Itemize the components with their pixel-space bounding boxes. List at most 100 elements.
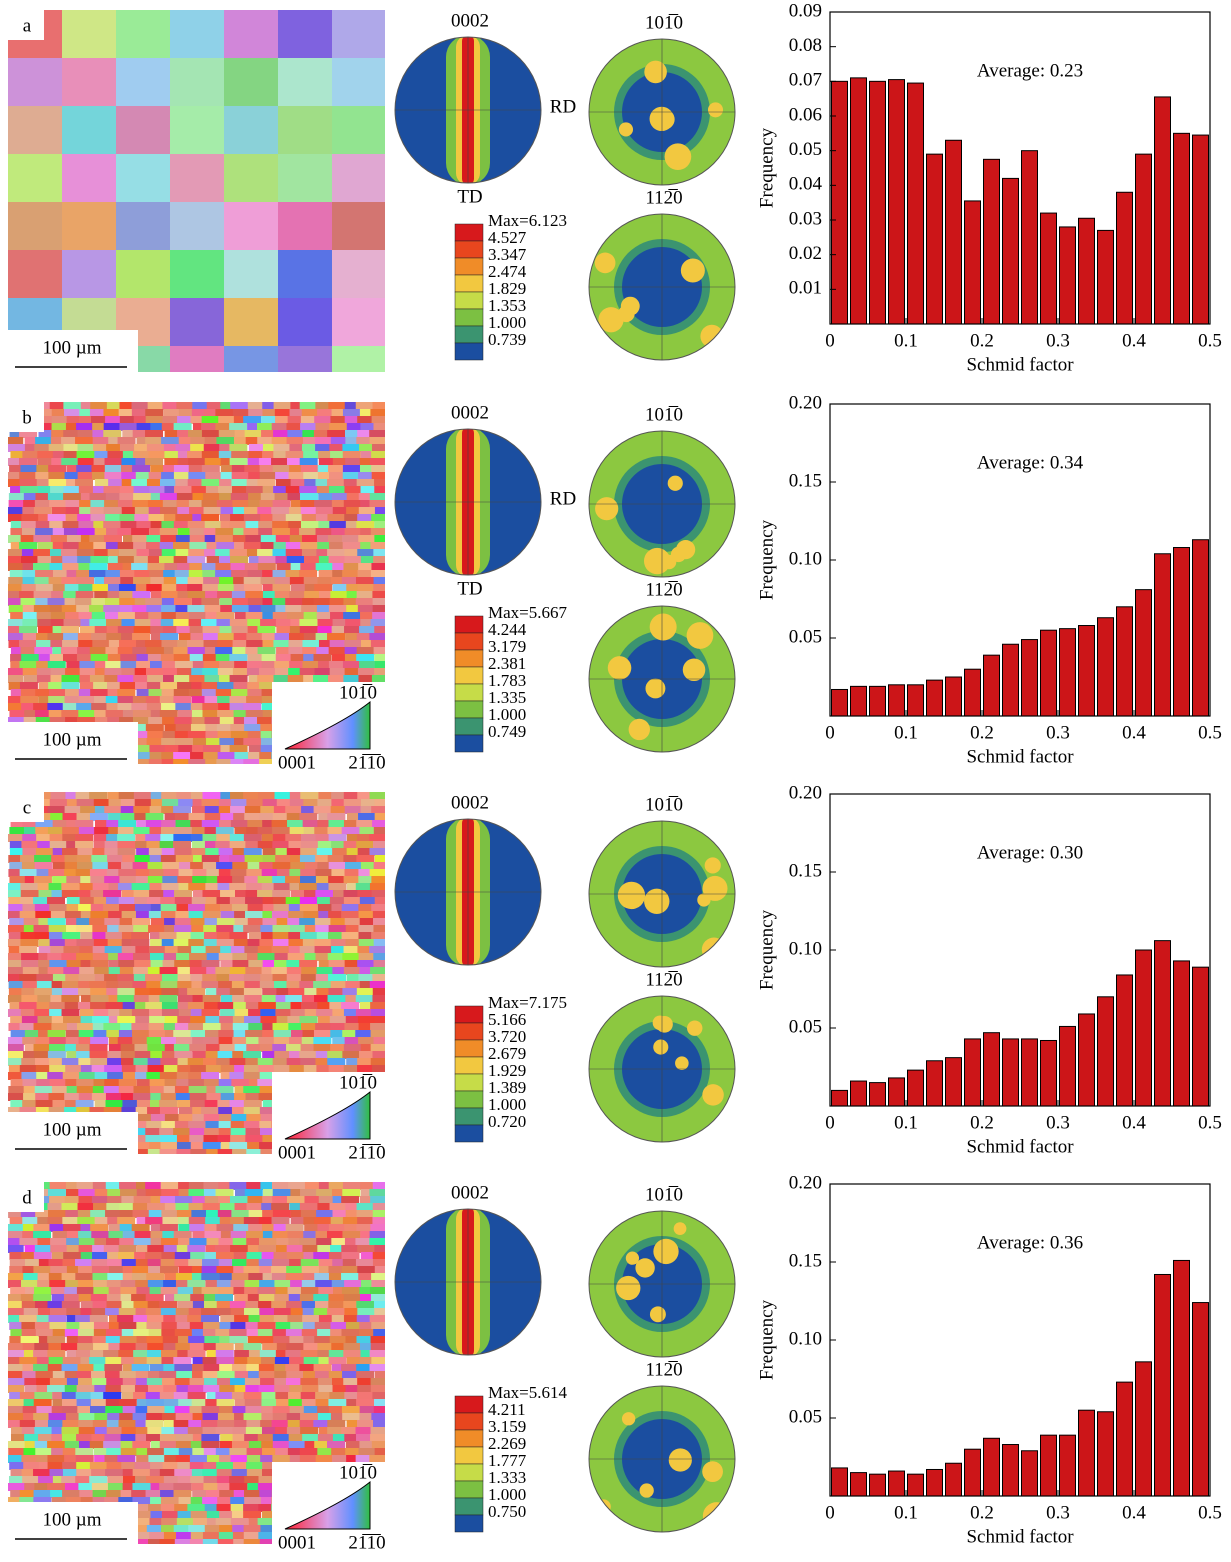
grain bbox=[61, 995, 79, 1003]
x-tick-label: 0.5 bbox=[1198, 1112, 1222, 1133]
grain bbox=[50, 1308, 68, 1316]
grain bbox=[224, 10, 279, 59]
grain bbox=[271, 458, 289, 466]
grain bbox=[259, 1294, 277, 1302]
grain bbox=[355, 1030, 373, 1038]
grain bbox=[370, 1231, 388, 1239]
bar bbox=[927, 1061, 943, 1106]
grain bbox=[259, 1371, 277, 1379]
grain bbox=[229, 1483, 247, 1491]
bar bbox=[1174, 548, 1190, 716]
grain bbox=[300, 626, 318, 634]
grain bbox=[372, 1441, 390, 1449]
grain bbox=[6, 1371, 24, 1379]
grain bbox=[328, 876, 346, 884]
grain bbox=[5, 1009, 23, 1017]
grain bbox=[329, 521, 347, 529]
grain bbox=[160, 1224, 178, 1232]
grain bbox=[90, 493, 108, 501]
grain bbox=[36, 1329, 54, 1337]
grain bbox=[62, 890, 80, 898]
grain bbox=[224, 154, 279, 203]
grain bbox=[278, 202, 333, 251]
grain bbox=[259, 1364, 277, 1372]
grain bbox=[315, 918, 333, 926]
grain bbox=[243, 738, 261, 746]
grain bbox=[244, 465, 262, 473]
grain bbox=[356, 855, 374, 863]
grain bbox=[203, 995, 221, 1003]
grain bbox=[272, 1217, 290, 1225]
grain bbox=[287, 437, 305, 445]
grain bbox=[356, 577, 374, 585]
grain bbox=[246, 612, 264, 620]
grain bbox=[34, 1427, 52, 1435]
grain bbox=[8, 202, 63, 251]
grain bbox=[288, 953, 306, 961]
grain bbox=[8, 1399, 26, 1407]
pf-blob bbox=[681, 258, 705, 282]
grain bbox=[64, 619, 82, 627]
grain bbox=[104, 1434, 122, 1442]
grain bbox=[202, 820, 220, 828]
grain bbox=[170, 298, 225, 347]
grain bbox=[201, 619, 219, 627]
grain bbox=[119, 549, 137, 557]
grain bbox=[103, 1392, 121, 1400]
grain bbox=[329, 647, 347, 655]
grain bbox=[173, 806, 191, 814]
grain bbox=[47, 633, 65, 641]
grain bbox=[274, 1065, 292, 1073]
grain bbox=[47, 1072, 65, 1080]
grain bbox=[217, 1224, 235, 1232]
panel: a100 µm0002101̅0112̅0RDTDMax=6.1234.5273… bbox=[8, 10, 737, 395]
grain bbox=[104, 423, 122, 431]
grain bbox=[90, 647, 108, 655]
grain bbox=[201, 514, 219, 522]
grain bbox=[34, 507, 52, 515]
grain bbox=[89, 792, 107, 800]
grain bbox=[8, 925, 26, 933]
grain bbox=[216, 862, 234, 870]
grain bbox=[103, 605, 121, 613]
grain bbox=[177, 1301, 195, 1309]
bar bbox=[984, 1033, 1000, 1106]
grain bbox=[160, 1107, 178, 1115]
grain bbox=[36, 848, 54, 856]
grain bbox=[49, 1037, 67, 1045]
bar bbox=[1193, 1303, 1209, 1496]
grain bbox=[273, 862, 291, 870]
grain bbox=[49, 500, 67, 508]
grain bbox=[147, 731, 165, 739]
panel-label: c bbox=[23, 797, 31, 818]
grain bbox=[358, 1016, 376, 1024]
grain bbox=[246, 869, 264, 877]
grain bbox=[105, 465, 123, 473]
grain bbox=[370, 1196, 388, 1204]
grain bbox=[76, 423, 94, 431]
grain bbox=[202, 668, 220, 676]
grain bbox=[63, 1072, 81, 1080]
grain bbox=[344, 799, 362, 807]
grain bbox=[79, 1072, 97, 1080]
grain bbox=[203, 626, 221, 634]
grain bbox=[217, 1420, 235, 1428]
grain bbox=[203, 1142, 221, 1150]
grain bbox=[374, 479, 392, 487]
grain bbox=[146, 1336, 164, 1344]
grain bbox=[371, 1273, 389, 1281]
grain bbox=[116, 10, 171, 59]
grain bbox=[246, 1427, 264, 1435]
grain bbox=[105, 458, 123, 466]
grain bbox=[47, 1385, 65, 1393]
bar bbox=[889, 685, 905, 716]
grain bbox=[145, 1182, 163, 1190]
bar bbox=[1117, 607, 1133, 716]
grain bbox=[75, 1259, 93, 1267]
grain bbox=[89, 1476, 107, 1484]
grain bbox=[175, 703, 193, 711]
grain bbox=[145, 437, 163, 445]
grain bbox=[22, 1476, 40, 1484]
grain bbox=[47, 897, 65, 905]
grain bbox=[160, 535, 178, 543]
